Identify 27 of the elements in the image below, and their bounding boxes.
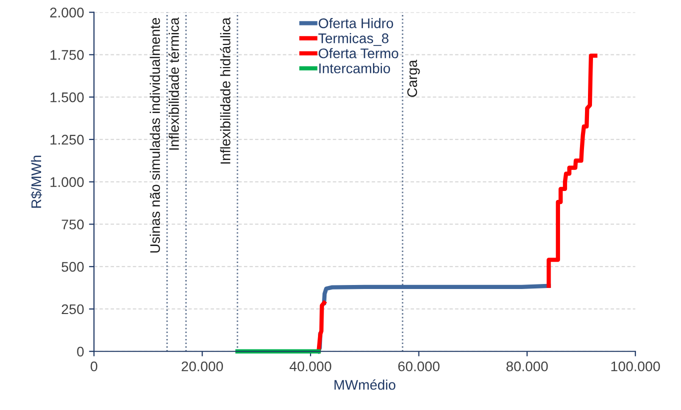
ref-line-label: Inflexibilidade hidráulica xyxy=(220,17,230,164)
y-tick-label: 0 xyxy=(77,346,84,357)
y-tick-label: 500 xyxy=(62,262,84,272)
y-tick-label: 1.750 xyxy=(50,50,84,60)
y-tick-label: 2.000 xyxy=(50,8,84,18)
x-tick-label: 100.000 xyxy=(611,361,660,372)
x-tick-label: 40.000 xyxy=(290,361,332,372)
ref-line-label: Inflexibilidade térmica xyxy=(168,17,179,150)
line-series xyxy=(546,54,598,288)
ref-line-label: Usinas não simuladas individualmente xyxy=(150,18,160,253)
y-tick-label: 1.000 xyxy=(50,177,84,188)
ref-line-label: Carga xyxy=(407,60,420,97)
legend-label: Termicas_8 xyxy=(318,33,388,46)
y-tick-label: 750 xyxy=(62,220,84,230)
y-tick-label: 250 xyxy=(62,304,84,314)
legend-label: Intercambio xyxy=(319,63,390,74)
x-tick-label: 0 xyxy=(90,361,98,372)
legend-label: Oferta Termo xyxy=(318,48,398,58)
y-tick-label: 1.250 xyxy=(50,134,84,145)
legend-label: Oferta Hidro xyxy=(318,18,394,28)
y-axis-title: R$/MWh xyxy=(30,156,42,208)
line-series xyxy=(316,300,326,354)
x-tick-label: 20.000 xyxy=(182,361,223,372)
x-axis-title: MWmédio xyxy=(334,379,396,390)
x-tick-label: 60.000 xyxy=(398,361,440,372)
x-tick-label: 80.000 xyxy=(506,361,548,372)
y-tick-label: 1.500 xyxy=(50,92,84,102)
